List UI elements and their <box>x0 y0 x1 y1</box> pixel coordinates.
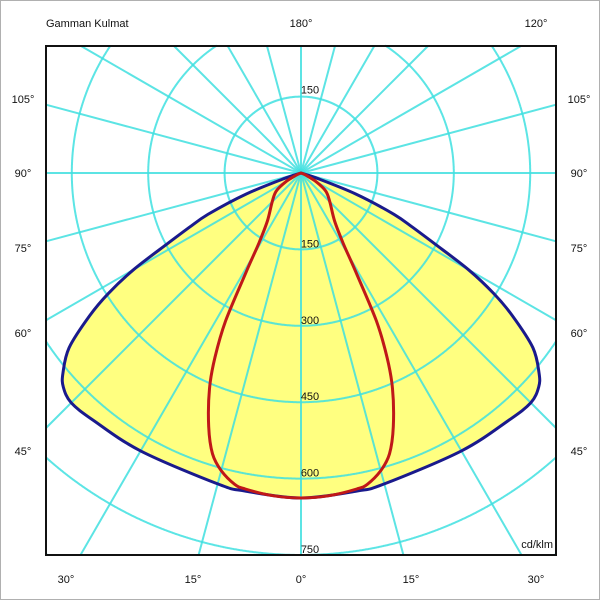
left-angle-label: 60° <box>15 328 32 340</box>
plot-frame <box>45 45 557 556</box>
grid-ray-330 <box>79 172 302 556</box>
chart-title: Gamman Kulmat <box>46 18 129 30</box>
top-right-angle-label: 120° <box>525 18 548 30</box>
grid-ray-150 <box>300 45 376 174</box>
grid-ray-135 <box>300 45 429 174</box>
grid-ray-15 <box>300 172 405 556</box>
unit-label: cd/klm <box>521 539 553 551</box>
grid-ray-30 <box>300 172 523 556</box>
bottom-angle-label: 30° <box>58 574 75 586</box>
grid-ray-195 <box>266 45 302 174</box>
grid-ray-105 <box>300 103 557 174</box>
right-angle-label: 75° <box>571 243 588 255</box>
grid-circle-300 <box>147 44 455 327</box>
radial-tick-upper: 150 <box>301 85 319 97</box>
series-line-1 <box>206 171 396 500</box>
left-angle-label: 90° <box>15 168 32 180</box>
grid-ray-255 <box>45 103 302 174</box>
grid-circle-450 <box>70 45 532 404</box>
right-angle-label: 105° <box>568 94 591 106</box>
radial-tick-lower: 600 <box>301 468 319 480</box>
left-angle-label: 105° <box>12 94 35 106</box>
radial-tick-lower: 300 <box>301 315 319 327</box>
plot-area <box>44 44 558 557</box>
grid-ray-315 <box>45 172 302 429</box>
right-angle-label: 60° <box>571 328 588 340</box>
bottom-angle-label: 30° <box>528 574 545 586</box>
grid-circle-600 <box>44 340 558 480</box>
grid-ray-240 <box>80 45 302 174</box>
radial-tick-lower: 750 <box>301 544 319 556</box>
grid-ray-75 <box>300 172 557 243</box>
right-angle-label: 90° <box>571 168 588 180</box>
grid-ray-345 <box>197 172 302 556</box>
grid-ray-120 <box>300 45 522 174</box>
radial-tick-lower: 150 <box>301 238 319 250</box>
grid-ray-225 <box>173 45 302 174</box>
right-angle-label: 45° <box>571 446 588 458</box>
grid-ray-60 <box>300 172 557 322</box>
grid-ray-285 <box>45 172 302 243</box>
grid-ray-210 <box>226 45 302 174</box>
grid-circle-750 <box>45 456 557 556</box>
grid-ray-45 <box>300 172 557 429</box>
left-angle-label: 75° <box>15 243 32 255</box>
top-angle-label: 180° <box>290 18 313 30</box>
bottom-angle-label: 0° <box>296 574 307 586</box>
radial-tick-lower: 450 <box>301 391 319 403</box>
grid-ray-300 <box>45 172 302 322</box>
bottom-angle-label: 15° <box>403 574 420 586</box>
bottom-angle-label: 15° <box>185 574 202 586</box>
grid-ray-165 <box>300 45 336 174</box>
left-angle-label: 45° <box>15 446 32 458</box>
